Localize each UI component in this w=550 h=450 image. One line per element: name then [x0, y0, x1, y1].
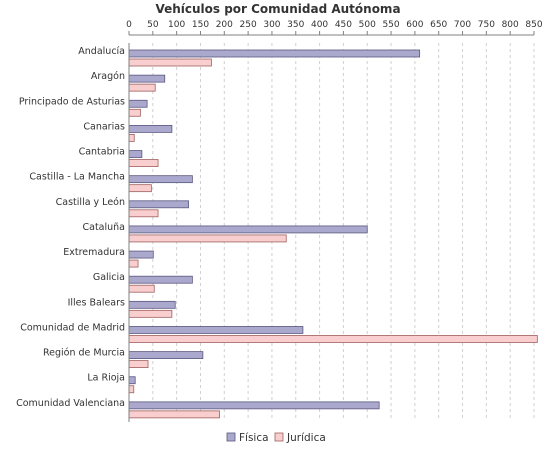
y-category-label: Castilla - La Mancha	[29, 172, 125, 183]
bar-fisica	[128, 225, 368, 234]
y-category-label: La Rioja	[87, 373, 125, 384]
x-tick-label: 200	[216, 20, 233, 30]
legend-label-fisica: Física	[239, 432, 269, 444]
y-category-label: Comunidad Valenciana	[16, 398, 125, 409]
bar-fisica	[128, 175, 193, 184]
bar-fisica	[128, 74, 166, 83]
legend-label-juridica: Jurídica	[286, 432, 326, 444]
bar-juridica	[128, 159, 159, 167]
bar-juridica	[128, 385, 135, 394]
y-category-label: Comunidad de Madrid	[20, 322, 125, 333]
y-category-label: Canarias	[83, 121, 125, 132]
x-tick-label: 850	[525, 20, 542, 30]
bar-layer	[128, 49, 538, 419]
legend-swatch-fisica	[226, 432, 236, 442]
legend: Física Jurídica	[226, 432, 326, 444]
bar-fisica	[128, 376, 136, 385]
bar-fisica	[128, 401, 380, 410]
x-tick-label: 250	[240, 20, 257, 30]
bar-juridica	[128, 234, 287, 243]
y-category-label: Andalucía	[78, 46, 125, 57]
bar-fisica	[128, 275, 193, 284]
y-category-label: Illes Balears	[68, 297, 125, 308]
x-tick-label: 800	[502, 20, 519, 30]
x-tick-label: 300	[263, 20, 280, 30]
bar-juridica	[128, 259, 139, 268]
bar-juridica	[128, 184, 152, 193]
bar-juridica	[128, 410, 220, 419]
x-tick-label: 650	[430, 20, 447, 30]
bar-fisica	[128, 250, 154, 259]
legend-swatch-juridica	[274, 432, 284, 442]
x-tick-label: 400	[311, 20, 328, 30]
chart-title: Vehículos por Comunidad Autónoma	[155, 2, 400, 16]
y-category-label: Región de Murcia	[43, 348, 125, 359]
x-tick-label: 500	[359, 20, 376, 30]
bar-fisica	[128, 125, 173, 133]
bar-fisica	[128, 326, 304, 334]
y-category-label: Cataluña	[82, 222, 125, 233]
y-category-label: Extremadura	[63, 247, 125, 258]
bar-fisica	[128, 351, 204, 360]
x-tick-label: 550	[382, 20, 399, 30]
axis-layer: 0 50 100 150 200 250 300 350 400 450 500 550 600 650 7…	[16, 20, 543, 422]
x-tick-label: 450	[335, 20, 352, 30]
bar-fisica	[128, 300, 176, 309]
y-category-label: Galicia	[93, 272, 125, 283]
bar-juridica	[128, 360, 149, 369]
x-tick-label: 100	[168, 20, 185, 30]
y-category-label: Cantabria	[79, 147, 125, 158]
x-tick-label: 150	[192, 20, 209, 30]
bar-juridica	[128, 133, 135, 142]
bar-fisica	[128, 49, 421, 58]
y-category-label: Castilla y León	[56, 197, 125, 208]
bar-juridica	[128, 108, 141, 117]
y-category-label: Principado de Asturias	[19, 96, 125, 107]
bar-fisica	[128, 150, 143, 158]
x-tick-label: 750	[478, 20, 495, 30]
bar-juridica	[128, 58, 212, 67]
bar-juridica	[128, 209, 159, 218]
bar-juridica	[128, 83, 156, 92]
bar-juridica	[128, 309, 173, 318]
bar-juridica	[128, 335, 538, 343]
x-tick-label: 0	[126, 20, 132, 30]
bar-fisica	[128, 99, 148, 108]
x-tick-label: 350	[287, 20, 304, 30]
bar-juridica	[128, 284, 155, 293]
y-category-label: Aragón	[91, 71, 125, 82]
x-tick-label: 50	[147, 20, 159, 30]
x-tick-label: 600	[406, 20, 423, 30]
bar-fisica	[128, 200, 189, 209]
x-tick-label: 700	[454, 20, 471, 30]
